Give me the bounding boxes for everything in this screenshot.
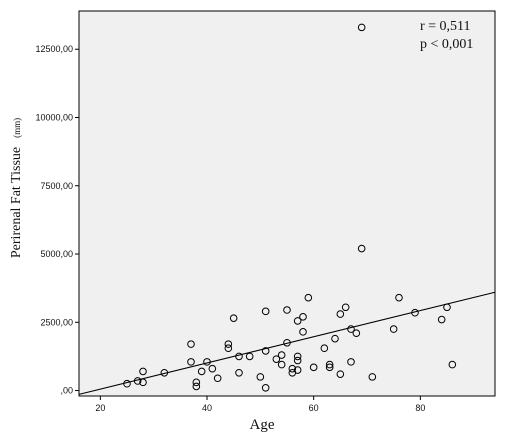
- data-point: [336, 370, 345, 378]
- y-tick-label: 2500,00: [40, 317, 73, 327]
- y-tick-label: 12500,00: [35, 44, 73, 54]
- data-point: [224, 340, 233, 348]
- plot-area: [78, 10, 496, 397]
- y-axis-title-main: Perirenal Fat Tissue: [9, 147, 24, 258]
- data-point: [277, 351, 286, 359]
- data-point: [325, 363, 334, 372]
- data-point: [192, 378, 201, 387]
- data-point: [197, 367, 206, 376]
- data-point: [139, 367, 147, 376]
- data-point: [411, 308, 419, 317]
- data-point: [288, 364, 297, 373]
- axes: ,00 2500,00 5000,00 7500,00 10000,00 12500,00…: [35, 44, 425, 413]
- data-point: [357, 23, 366, 32]
- data-point: [325, 360, 334, 369]
- data-point: [299, 328, 307, 336]
- annotation-p: p < 0,001: [420, 37, 473, 52]
- data-point: [160, 368, 169, 377]
- data-point: [235, 352, 243, 361]
- data-point: [320, 344, 329, 353]
- y-tick-label: 10000,00: [35, 112, 73, 122]
- data-point: [395, 293, 403, 302]
- data-point: [443, 303, 451, 312]
- y-axis-title-unit: (mm): [12, 118, 22, 138]
- data-point: [341, 303, 350, 312]
- data-point: [187, 358, 195, 366]
- data-point: [293, 356, 302, 365]
- data-point: [357, 244, 366, 253]
- x-tick-label: 20: [95, 403, 105, 413]
- data-point: [192, 382, 201, 391]
- y-tick-label: 7500,00: [40, 181, 73, 191]
- data-point: [224, 344, 233, 353]
- annotation-r: r = 0,511: [420, 19, 471, 34]
- data-point: [299, 313, 307, 321]
- data-point: [229, 314, 238, 322]
- data-point: [437, 315, 446, 324]
- data-point: [213, 374, 222, 383]
- data-point: [256, 373, 265, 381]
- data-point: [277, 360, 286, 369]
- data-point: [261, 347, 270, 355]
- data-point: [293, 352, 302, 361]
- data-point: [448, 360, 457, 369]
- data-point: [293, 317, 302, 325]
- data-point: [304, 293, 313, 302]
- data-point: [283, 338, 291, 347]
- data-point: [133, 377, 142, 385]
- x-tick-label: 60: [309, 403, 319, 413]
- y-tick-label: 5000,00: [40, 249, 73, 259]
- data-point: [347, 358, 355, 366]
- data-point: [203, 358, 211, 366]
- data-point: [235, 368, 243, 377]
- data-point: [309, 363, 318, 372]
- data-point: [283, 306, 291, 314]
- data-point: [331, 334, 339, 343]
- data-point: [352, 329, 361, 337]
- data-point: [261, 307, 270, 316]
- data-point: [261, 384, 270, 392]
- data-point: [389, 325, 398, 333]
- data-point: [187, 340, 195, 348]
- x-tick-label: 40: [202, 403, 212, 413]
- data-point: [368, 373, 377, 381]
- data-point: [336, 310, 345, 318]
- y-axis-title: Perirenal Fat Tissue (mm): [7, 118, 24, 258]
- data-point: [139, 378, 147, 387]
- regression-line: [78, 291, 496, 395]
- x-axis-title: Age: [250, 417, 275, 433]
- data-point: [208, 364, 217, 373]
- y-tick-label: ,00: [60, 386, 73, 396]
- data-point: [272, 355, 281, 363]
- data-point: [293, 366, 302, 374]
- data-point: [347, 325, 355, 333]
- data-points: [123, 23, 457, 392]
- x-tick-label: 80: [415, 403, 425, 413]
- data-point: [245, 352, 254, 361]
- data-point: [123, 379, 131, 388]
